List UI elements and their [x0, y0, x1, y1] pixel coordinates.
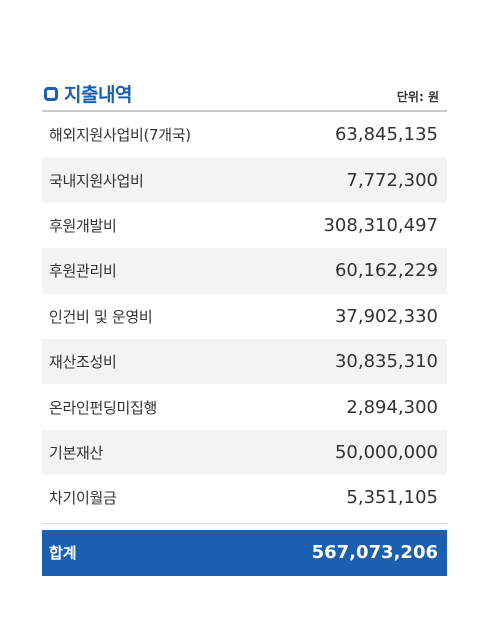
table-row: 해외지원사업비(7개국) 63,845,135 — [42, 112, 447, 157]
page-title: 지출내역 — [64, 84, 132, 106]
row-amount: 50,000,000 — [334, 441, 438, 463]
row-label: 후원관리비 — [49, 262, 117, 281]
unit-label: 단위: 원 — [396, 90, 439, 104]
table-row: 차기이월금 5,351,105 — [42, 475, 447, 520]
table-row: 재산조성비 30,835,310 — [42, 338, 447, 385]
row-label: 해외지원사업비(7개국) — [49, 126, 191, 145]
row-label: 차기이월금 — [49, 489, 117, 508]
table-row: 기본재산 50,000,000 — [42, 429, 447, 476]
table-row: 온라인펀딩미집행 2,894,300 — [42, 384, 447, 429]
row-amount: 63,845,135 — [334, 124, 438, 146]
row-label: 후원개발비 — [49, 216, 117, 235]
row-label: 기본재산 — [49, 443, 104, 462]
row-amount: 2,894,300 — [346, 396, 438, 418]
title-group: 지출내역 — [44, 80, 132, 107]
square-icon — [44, 86, 58, 101]
row-label: 재산조성비 — [49, 353, 117, 372]
divider — [42, 522, 447, 524]
row-label: 국내지원사업비 — [49, 171, 144, 190]
panel-header: 지출내역 단위: 원 — [42, 76, 447, 112]
total-label: 합계 — [49, 544, 77, 563]
table-row: 후원개발비 308,310,497 — [42, 203, 447, 248]
row-label: 인건비 및 운영비 — [49, 307, 153, 326]
row-label: 온라인펀딩미집행 — [49, 398, 158, 417]
expense-table: 해외지원사업비(7개국) 63,845,135 국내지원사업비 7,772,30… — [42, 112, 447, 521]
row-amount: 308,310,497 — [323, 214, 438, 236]
row-amount: 30,835,310 — [334, 351, 438, 373]
row-amount: 5,351,105 — [346, 487, 438, 509]
table-row: 후원관리비 60,162,229 — [42, 248, 447, 294]
total-amount: 567,073,206 — [311, 542, 438, 564]
total-row: 합계 567,073,206 — [42, 529, 447, 576]
table-row: 국내지원사업비 7,772,300 — [42, 157, 447, 203]
table-row: 인건비 및 운영비 37,902,330 — [42, 294, 447, 339]
row-amount: 7,772,300 — [346, 169, 438, 191]
expenditure-panel: 지출내역 단위: 원 해외지원사업비(7개국) 63,845,135 국내지원사… — [42, 76, 447, 576]
row-amount: 37,902,330 — [334, 305, 438, 327]
row-amount: 60,162,229 — [334, 260, 438, 282]
